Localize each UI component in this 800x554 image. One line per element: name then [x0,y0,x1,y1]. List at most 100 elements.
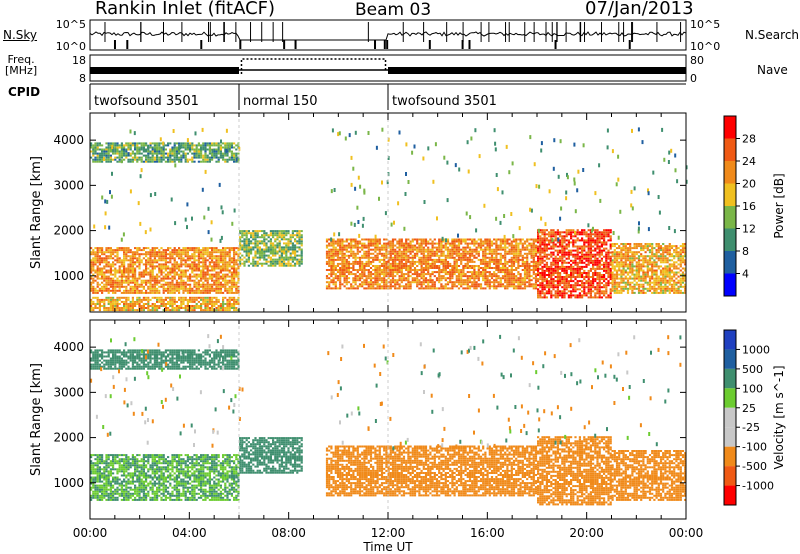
data-cell [90,300,93,303]
data-cell [457,281,461,284]
data-cell [402,252,406,255]
data-cell [526,246,529,249]
data-cell [164,309,167,312]
data-cell [140,309,143,312]
data-cell [372,258,375,261]
data-cell [475,281,478,284]
data-cell [189,259,192,262]
data-cell [247,232,250,235]
data-cell [127,148,130,151]
data-cell [138,158,141,161]
data-cell [235,154,238,157]
data-cell [506,275,509,278]
data-cell [131,296,134,299]
data-cell [186,277,189,280]
data-cell [389,244,392,247]
data-cell [219,154,222,157]
data-cell [120,269,123,272]
data-cell [484,275,487,278]
data-cell [411,248,414,251]
data-cell [235,263,238,266]
data-cell [479,244,483,247]
data-cell [336,238,340,241]
data-cell [178,275,181,278]
data-cell [526,285,529,288]
data-cell [512,258,516,261]
data-cell [519,273,522,276]
data-cell [486,281,489,284]
data-cell [147,273,150,276]
data-cell [543,251,546,254]
data-cell [208,142,211,145]
data-cell [556,296,559,299]
data-cell [427,281,430,284]
data-cell [530,244,533,247]
data-cell [380,273,384,276]
data-cell [109,160,112,163]
data-cell [147,257,150,260]
data-cell [175,267,178,270]
data-cell [278,258,281,261]
data-cell [424,265,428,267]
data-cell [186,259,189,262]
data-cell [96,277,99,280]
data-cell [235,303,238,305]
data-cell [400,275,403,278]
data-cell [202,285,205,288]
data-cell [162,249,165,252]
data-cell [142,148,145,151]
data-cell [252,260,255,263]
data-cell [405,238,408,241]
data-cell [438,273,441,276]
data-cell [567,267,570,270]
data-cell [235,253,238,256]
data-cell [156,148,159,151]
data-cell [526,252,529,255]
nsky-tick-low: 10^0 [56,40,86,53]
data-cell [468,252,472,255]
data-cell [191,142,194,145]
data-cell [440,275,443,278]
data-cell [180,154,183,157]
data-cell [208,247,211,250]
data-cell [424,250,428,253]
data-cell [285,262,288,265]
data-cell [222,156,225,159]
data-cell [153,146,156,149]
data-cell [471,260,474,263]
data-cell [466,260,469,263]
data-cell [116,257,119,260]
data-cell [455,248,458,251]
data-cell [369,267,373,269]
data-cell [354,254,357,257]
data-cell [202,158,205,161]
data-cell [287,256,290,259]
data-cell [435,279,439,282]
data-cell [112,307,115,309]
data-cell [222,158,225,161]
data-cell [466,238,469,241]
data-cell [409,246,412,249]
data-cell [171,285,174,288]
data-cell [497,246,500,249]
data-cell [490,285,494,288]
data-cell [171,267,174,270]
data-cell [345,240,348,243]
data-cell [120,156,123,159]
data-cell [572,265,575,268]
data-cell [356,240,359,243]
data-cell [254,260,257,263]
data-cell [90,144,93,147]
data-cell [394,285,397,288]
data-cell [153,158,156,161]
data-cell [537,233,540,236]
data-cell [233,283,236,286]
data-cell [129,265,132,268]
data-cell [554,265,557,268]
data-cell [153,144,156,147]
data-cell [565,292,568,295]
data-cell [369,287,373,290]
data-cell [256,264,259,267]
data-cell [252,248,255,251]
